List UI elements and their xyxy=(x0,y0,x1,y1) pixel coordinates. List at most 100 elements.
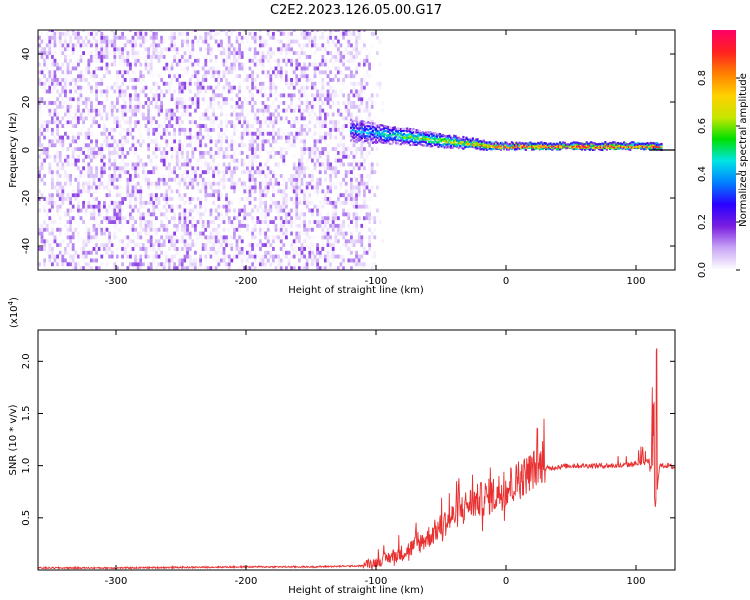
spectrogram-cell xyxy=(376,81,379,86)
spectrogram-cell xyxy=(61,39,65,44)
spectrogram-cell xyxy=(53,74,57,79)
spectrogram-cell xyxy=(209,166,213,171)
spectrogram-cell xyxy=(303,35,306,40)
spectrogram-cell xyxy=(368,135,371,138)
spectrogram-cell xyxy=(384,137,387,140)
spectrogram-cell xyxy=(212,220,215,224)
spectrogram-cell xyxy=(381,133,384,136)
spectrogram-cell xyxy=(173,212,176,217)
spectrogram-cell xyxy=(212,162,215,167)
spectrogram-cell xyxy=(186,247,189,251)
spectrogram-cell xyxy=(370,170,374,175)
spectrogram-cell xyxy=(311,227,314,232)
spectrogram-cell xyxy=(311,35,314,40)
spectrogram-cell xyxy=(71,162,75,167)
spectrogram-cell xyxy=(207,151,210,155)
spectrogram-cell xyxy=(453,141,456,144)
spectrogram-cell xyxy=(334,254,338,259)
spectrogram-cell xyxy=(243,143,247,148)
spectrogram-cell xyxy=(162,162,166,167)
spectrogram-cell xyxy=(160,89,163,94)
spectrogram-cell xyxy=(178,101,182,105)
spectrogram-cell xyxy=(326,262,330,267)
spectrogram-cell xyxy=(378,130,381,133)
spectrogram-cell xyxy=(253,250,257,255)
spectrogram-cell xyxy=(370,216,374,221)
spectrogram-cell xyxy=(183,181,187,186)
spectrogram-cell xyxy=(183,31,187,36)
spectrogram-cell xyxy=(227,197,231,201)
spectrogram-cell xyxy=(363,250,366,255)
spectrogram-cell xyxy=(222,151,226,155)
spectrogram-cell xyxy=(331,112,335,117)
spectrogram-cell xyxy=(350,31,353,36)
spectrogram-cell xyxy=(155,143,158,148)
spectrogram-cell xyxy=(168,177,171,182)
spectrogram-cell xyxy=(266,74,270,79)
spectrogram-cell xyxy=(43,258,46,263)
spectrogram-cell xyxy=(360,162,364,167)
spectrogram-cell xyxy=(136,78,140,82)
spectrogram-cell xyxy=(305,185,309,190)
spectrogram-cell xyxy=(178,143,182,148)
spectrogram-cell xyxy=(409,140,412,143)
spectrogram-cell xyxy=(295,208,299,213)
spectrogram-cell xyxy=(269,66,273,71)
spectrogram-cell xyxy=(295,181,299,186)
spectrogram-cell xyxy=(261,189,265,194)
spectrogram-cell xyxy=(362,133,365,136)
spectrogram-cell xyxy=(155,55,158,59)
spectrogram-cell xyxy=(188,258,192,263)
spectrogram-cell xyxy=(406,142,409,145)
spectrogram-cell xyxy=(389,126,392,129)
spectrogram-cell xyxy=(274,223,278,228)
spectrogram-cell xyxy=(113,127,117,132)
spectrogram-cell xyxy=(181,212,184,217)
spectrogram-cell xyxy=(64,174,67,178)
spectrogram-cell xyxy=(287,258,291,263)
spectrogram-cell xyxy=(121,147,124,151)
spectrogram-cell xyxy=(329,147,332,151)
spectrogram-cell xyxy=(84,250,88,255)
spectrogram-cell xyxy=(326,93,330,98)
spectrogram-cell xyxy=(331,166,335,171)
spectrogram-cell xyxy=(194,81,197,86)
spectrogram-cell xyxy=(406,134,409,137)
spectrogram-cell xyxy=(142,74,145,79)
spectrogram-cell xyxy=(357,133,360,136)
spectrogram-cell xyxy=(175,204,179,209)
spectrogram-cell xyxy=(191,31,195,36)
spectrogram-cell xyxy=(246,74,249,79)
spectrogram-cell xyxy=(157,239,161,244)
spectrogram-cell xyxy=(48,231,52,236)
spectrogram-cell xyxy=(326,112,330,117)
spectrogram-cell xyxy=(201,212,205,217)
spectrogram-cell xyxy=(316,120,319,125)
spectrogram-cell xyxy=(256,35,260,40)
spectrogram-cell xyxy=(175,124,179,128)
spectrogram-cell xyxy=(199,151,202,155)
spectrogram-cell xyxy=(121,262,124,267)
spectrogram-cell xyxy=(424,136,428,140)
spectrogram-cell xyxy=(274,116,278,121)
spectrogram-cell xyxy=(152,258,156,263)
spectrogram-cell xyxy=(357,89,361,94)
spectrogram-cell xyxy=(186,231,189,236)
spectrogram-cell xyxy=(126,66,130,71)
spectrogram-cell xyxy=(118,143,122,148)
spectrogram-cell xyxy=(264,139,267,144)
spectrogram-cell xyxy=(90,216,93,221)
spectrogram-cell xyxy=(100,43,104,48)
spectrogram-cell xyxy=(144,239,148,244)
spectrogram-cell xyxy=(105,212,109,217)
spectrogram-cell xyxy=(432,137,435,140)
spectrogram-cell xyxy=(69,262,72,267)
spectrogram-cell xyxy=(217,151,221,155)
spectrogram-cell xyxy=(417,135,420,138)
spectrogram-cell xyxy=(233,254,236,259)
spectrogram-cell xyxy=(375,141,378,144)
spectrogram-cell xyxy=(217,31,221,36)
spectrogram-cell xyxy=(357,174,361,178)
spectrogram-cell xyxy=(235,58,239,63)
spectrogram-cell xyxy=(337,154,340,159)
